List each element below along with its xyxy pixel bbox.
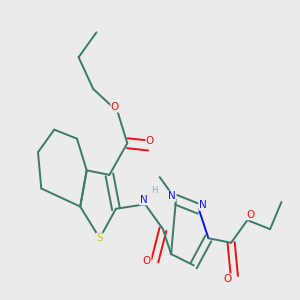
Text: S: S — [96, 233, 103, 243]
Text: O: O — [224, 274, 232, 284]
Text: H: H — [151, 186, 158, 195]
Text: N: N — [140, 195, 147, 205]
Text: O: O — [111, 102, 119, 112]
Text: O: O — [247, 210, 255, 220]
Text: N: N — [199, 200, 206, 210]
Text: O: O — [146, 136, 154, 146]
Text: N: N — [168, 191, 176, 201]
Text: O: O — [142, 256, 151, 266]
